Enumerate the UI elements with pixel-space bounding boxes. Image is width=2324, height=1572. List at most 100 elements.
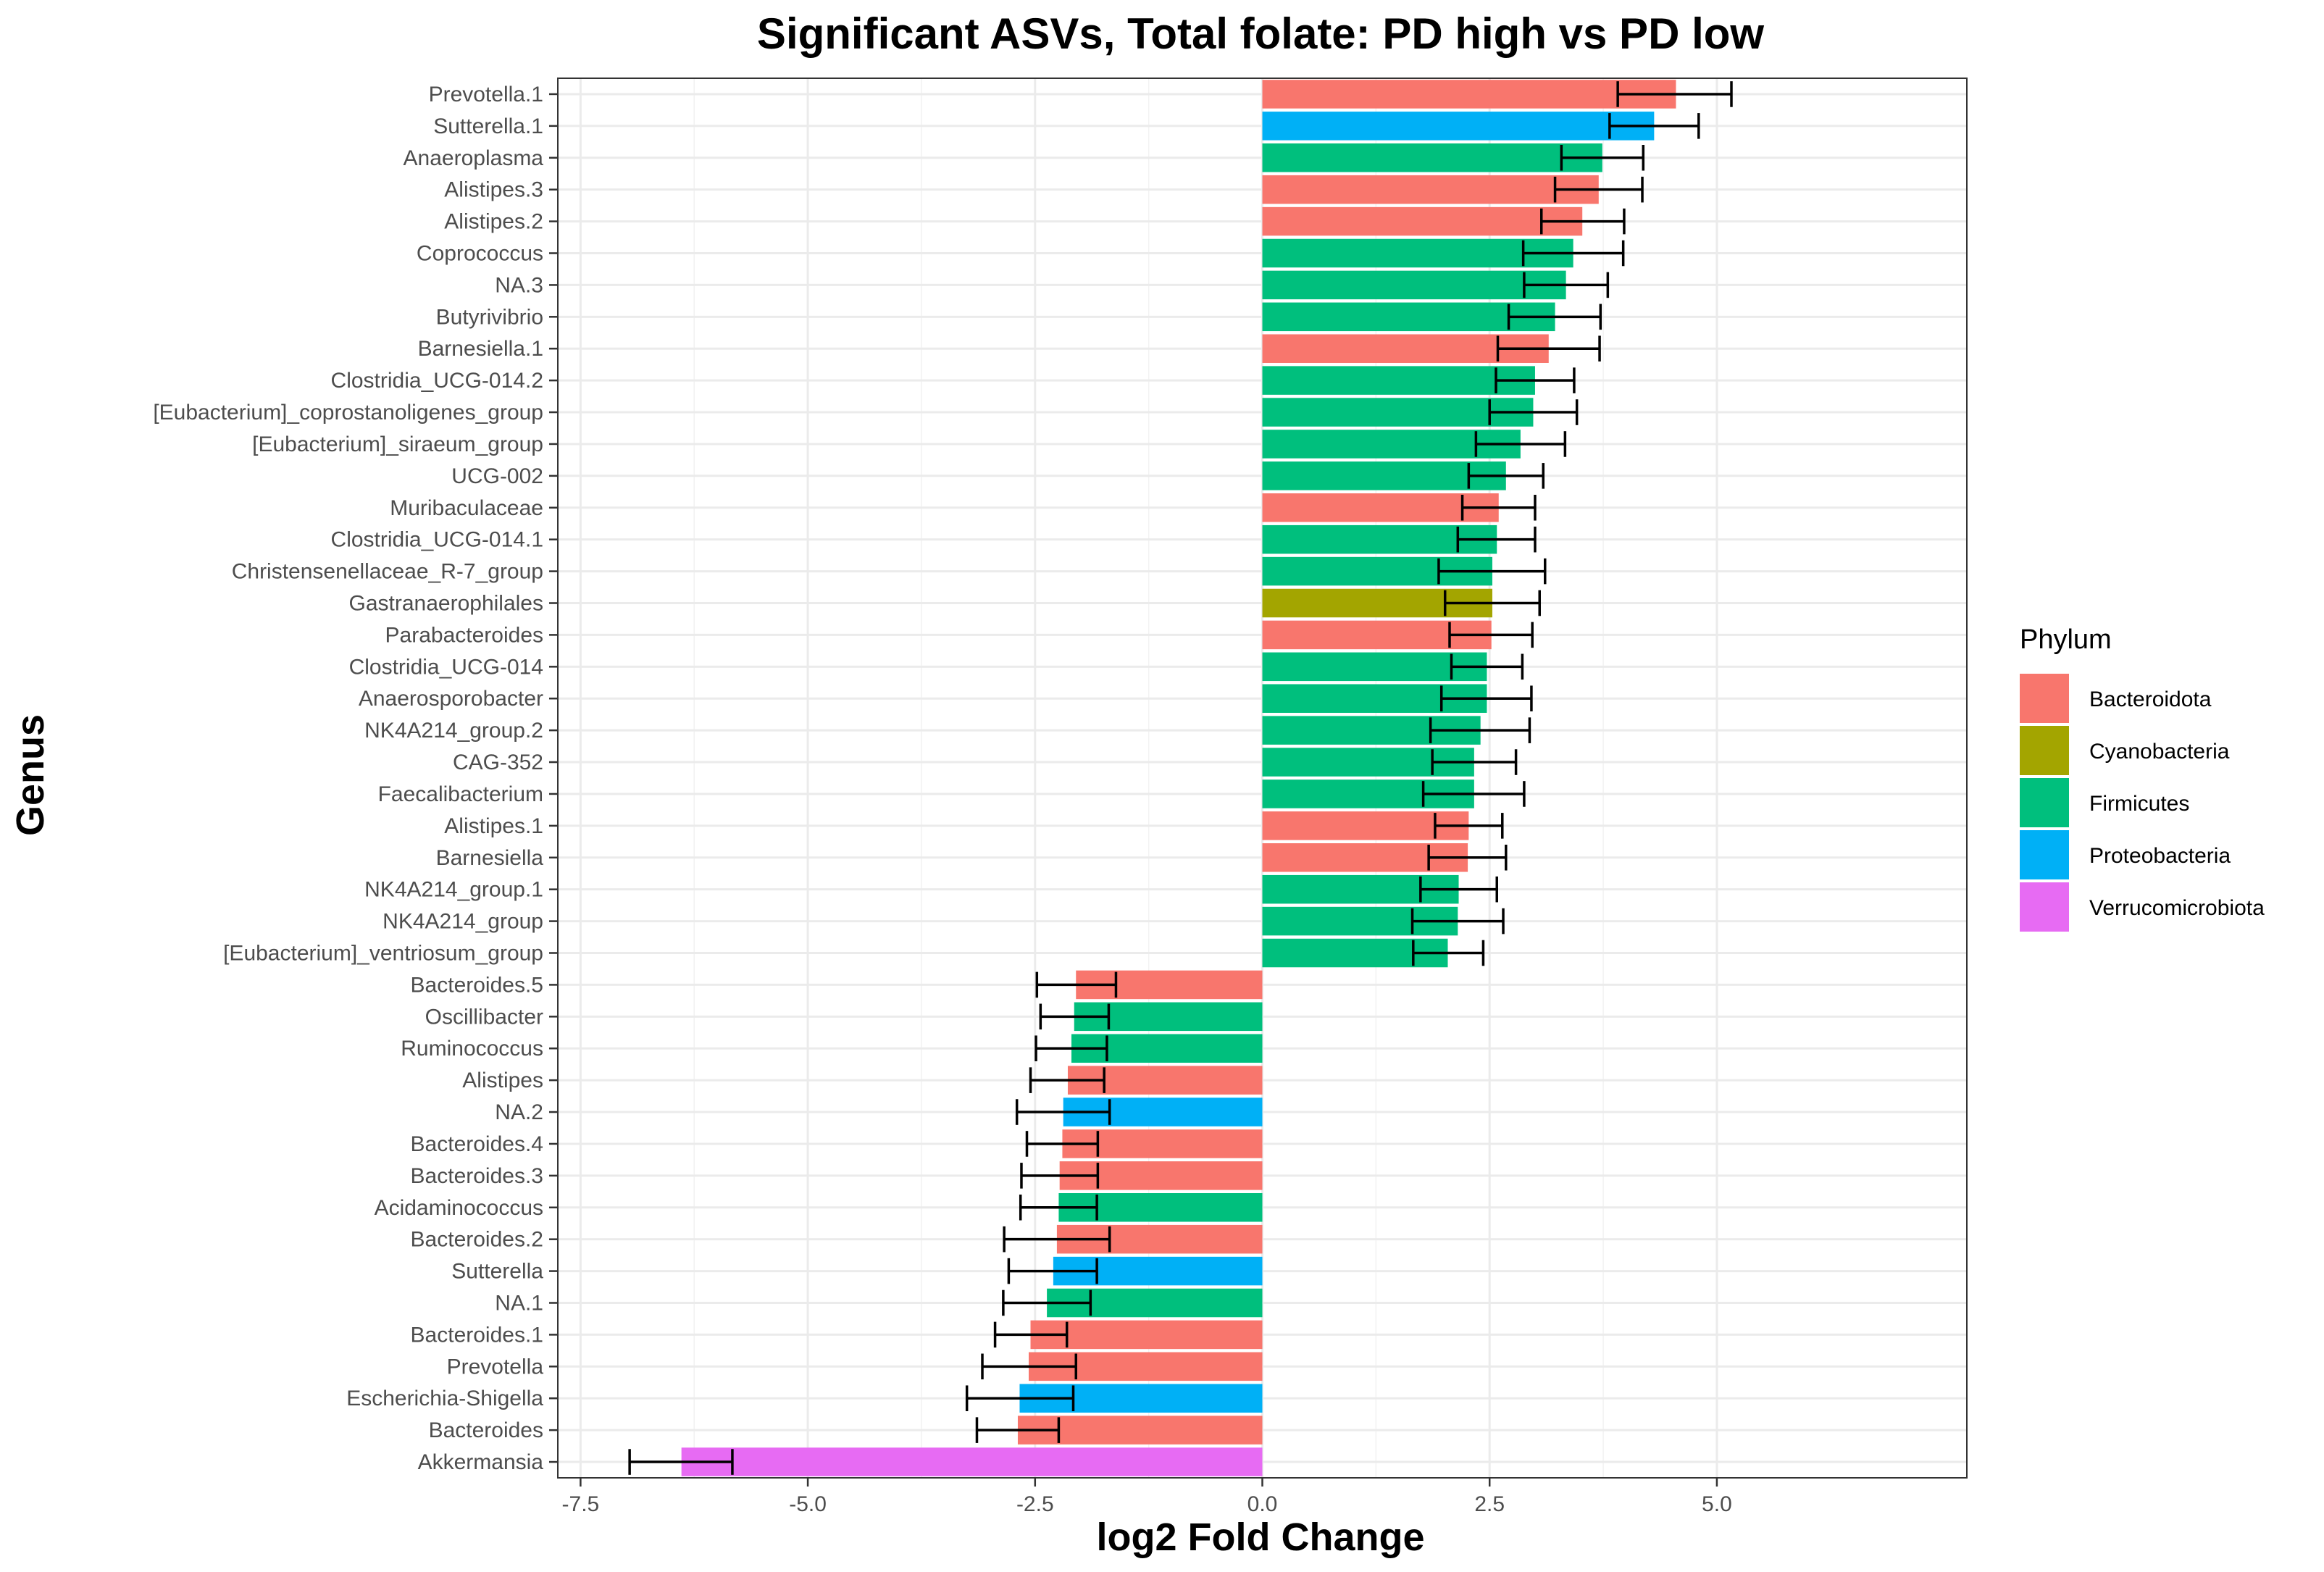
y-tick-label: Oscillibacter: [425, 1005, 543, 1029]
y-axis-ticks: Prevotella.1 Sutterella.1 Anaeroplasma Alis…: [153, 83, 558, 1474]
error-bar: [1488, 399, 1579, 425]
error-bar: [1539, 208, 1626, 235]
y-tick-label: Butyrivibrio: [436, 305, 543, 329]
y-tick-label: Prevotella: [447, 1355, 544, 1379]
error-bar: [1029, 1067, 1105, 1093]
error-bar: [1437, 558, 1547, 585]
error-bar: [1003, 1226, 1111, 1253]
y-tick-label: Prevotella.1: [429, 83, 543, 106]
error-bar: [993, 1321, 1069, 1348]
bar: [1262, 270, 1566, 300]
x-tick-label: 2.5: [1474, 1492, 1505, 1516]
bar: [1262, 238, 1573, 268]
y-tick-label: Escherichia-Shigella: [346, 1387, 543, 1410]
bar: [1030, 1320, 1263, 1350]
error-bar: [981, 1353, 1078, 1380]
error-bar: [1431, 749, 1518, 775]
y-tick-label: Christensenellaceae_R-7_group: [232, 560, 543, 584]
y-tick-label: Bacteroides.5: [411, 973, 543, 997]
y-tick-label: Faecalibacterium: [378, 782, 543, 806]
error-bar: [1523, 272, 1610, 298]
bar: [1262, 493, 1499, 522]
y-tick-label: UCG-002: [451, 464, 543, 488]
error-bar: [1450, 653, 1524, 680]
error-bar: [1410, 908, 1505, 935]
error-bar: [628, 1449, 734, 1475]
error-bar: [1412, 940, 1485, 966]
bar: [1262, 143, 1602, 172]
error-bar: [1553, 176, 1644, 203]
y-tick-label: Clostridia_UCG-014.2: [331, 369, 543, 393]
error-bar: [1507, 304, 1602, 330]
error-bar: [1015, 1099, 1111, 1125]
bar: [1262, 206, 1583, 236]
error-bar: [1460, 494, 1537, 521]
bar: [1262, 302, 1555, 332]
error-bar: [1007, 1258, 1098, 1284]
y-tick-label: [Eubacterium]_siraeum_group: [252, 432, 543, 456]
y-tick-label: Acidaminococcus: [375, 1196, 543, 1220]
y-tick-label: Barnesiella: [436, 846, 544, 870]
y-tick-label: Anaeroplasma: [404, 146, 544, 170]
error-bar: [1496, 335, 1601, 362]
y-tick-label: Coprococcus: [417, 242, 543, 266]
y-tick-label: NA.2: [495, 1100, 543, 1124]
error-bar: [1002, 1289, 1092, 1316]
y-tick-label: Parabacteroides: [385, 623, 543, 647]
x-tick-label: 5.0: [1702, 1492, 1732, 1516]
bar: [1262, 398, 1534, 427]
legend-label: Cyanobacteria: [2089, 740, 2230, 764]
y-tick-label: Alistipes: [462, 1069, 543, 1092]
bar: [1262, 652, 1487, 682]
error-bar: [1025, 1131, 1100, 1157]
y-tick-label: Alistipes.3: [444, 178, 543, 202]
legend-swatch: [2020, 882, 2069, 932]
y-axis-title: Genus: [9, 714, 52, 836]
x-axis-ticks: -7.5 -5.0 -2.5 0.0 2.5 5.0: [562, 1478, 1732, 1516]
legend-label: Verrucomicrobiota: [2089, 896, 2265, 920]
y-tick-label: Ruminococcus: [401, 1037, 543, 1061]
error-bar: [1039, 1003, 1111, 1030]
legend: Phylum Bacteroidota Cyanobacteria Firmicut…: [2020, 624, 2265, 932]
y-tick-label: CAG-352: [453, 751, 543, 774]
error-bar: [1020, 1163, 1100, 1189]
x-tick-label: -5.0: [789, 1492, 827, 1516]
y-tick-label: Barnesiella.1: [418, 337, 543, 361]
error-bar: [1034, 1035, 1108, 1062]
y-tick-label: Sutterella: [451, 1260, 543, 1284]
bar: [1262, 175, 1599, 204]
chart-title: Significant ASVs, Total folate: PD high …: [757, 9, 1764, 58]
error-bar: [1419, 876, 1498, 903]
y-tick-label: Sutterella.1: [433, 114, 543, 138]
bar: [1262, 461, 1506, 490]
error-bar: [1474, 431, 1567, 457]
legend-swatch: [2020, 830, 2069, 879]
bar: [1262, 112, 1655, 141]
y-tick-label: Bacteroides.2: [411, 1228, 543, 1252]
legend-swatch: [2020, 674, 2069, 723]
y-tick-label: [Eubacterium]_ventriosum_group: [223, 942, 543, 966]
y-tick-label: Anaerosporobacter: [359, 687, 543, 711]
legend-label: Firmicutes: [2089, 792, 2189, 816]
y-tick-label: Muribaculaceae: [390, 496, 543, 520]
error-bar: [1608, 113, 1700, 139]
error-bars: [628, 81, 1733, 1475]
bar: [1262, 80, 1676, 109]
legend-title: Phylum: [2020, 624, 2112, 655]
y-tick-label: NK4A214_group: [383, 910, 543, 934]
legend-swatch: [2020, 726, 2069, 775]
error-bar: [1035, 971, 1118, 998]
y-tick-label: NK4A214_group.1: [364, 878, 543, 902]
error-bar: [1429, 717, 1531, 743]
y-tick-label: Bacteroides.4: [411, 1132, 543, 1156]
error-bar: [1495, 367, 1576, 393]
y-tick-label: Akkermansia: [418, 1450, 544, 1474]
y-tick-label: NA.1: [495, 1292, 543, 1316]
y-tick-label: NA.3: [495, 273, 543, 297]
error-bar: [1448, 622, 1534, 648]
y-tick-label: Alistipes.1: [444, 814, 543, 838]
error-bar: [1560, 144, 1645, 171]
y-tick-label: [Eubacterium]_coprostanoligenes_group: [153, 401, 543, 425]
legend-label: Bacteroidota: [2089, 687, 2212, 711]
